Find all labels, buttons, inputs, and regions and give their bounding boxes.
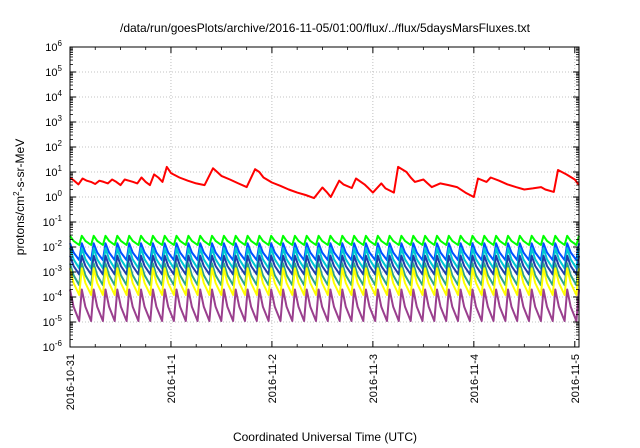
series-line-5 (69, 254, 580, 276)
series-line-7 (69, 267, 580, 296)
x-tick-label: 2016-11-3 (368, 354, 380, 403)
chart-title: /data/run/goesPlots/archive/2016-11-05/0… (120, 21, 531, 35)
series-line-2 (69, 234, 580, 246)
x-axis-label: Coordinated Universal Time (UTC) (233, 430, 417, 444)
series-line-8 (69, 288, 580, 322)
y-tick-label: 10-3 (43, 264, 63, 279)
axis-ticks (69, 46, 579, 348)
y-tick-label: 10-4 (43, 289, 63, 304)
y-tick-label: 10-2 (43, 239, 63, 254)
x-tick-label: 2016-11-5 (570, 354, 582, 403)
y-tick-label: 10-5 (43, 314, 63, 329)
y-tick-labels: 10-6 10-5 10-4 10-3 10-2 10-1 100 101 102 103 104 1… (43, 39, 63, 354)
series-line-4 (69, 247, 580, 270)
x-tick-label: 2016-11-4 (469, 354, 481, 403)
y-tick-label: 101 (45, 164, 62, 179)
y-tick-label: 102 (45, 139, 62, 154)
x-tick-label: 2016-11-2 (267, 354, 279, 403)
y-tick-label: 106 (45, 39, 62, 54)
series-line-1 (69, 165, 580, 200)
series-layer (69, 165, 580, 322)
y-tick-label: 103 (45, 114, 62, 129)
grid (69, 46, 579, 348)
series-line-3 (69, 242, 580, 262)
y-tick-label: 105 (45, 64, 62, 79)
x-tick-label: 2016-10-31 (65, 354, 77, 410)
y-tick-label: 10-1 (43, 214, 63, 229)
y-axis-label: protons/cm2-s-sr-MeV (12, 139, 27, 255)
y-tick-label: 100 (45, 189, 62, 204)
y-tick-label: 104 (45, 89, 62, 104)
y-tick-label: 10-6 (43, 339, 63, 354)
series-line-6 (69, 262, 580, 287)
x-tick-label: 2016-11-1 (166, 354, 178, 403)
x-tick-labels: 2016-10-31 2016-11-1 2016-11-2 2016-11-3 201… (65, 354, 582, 410)
